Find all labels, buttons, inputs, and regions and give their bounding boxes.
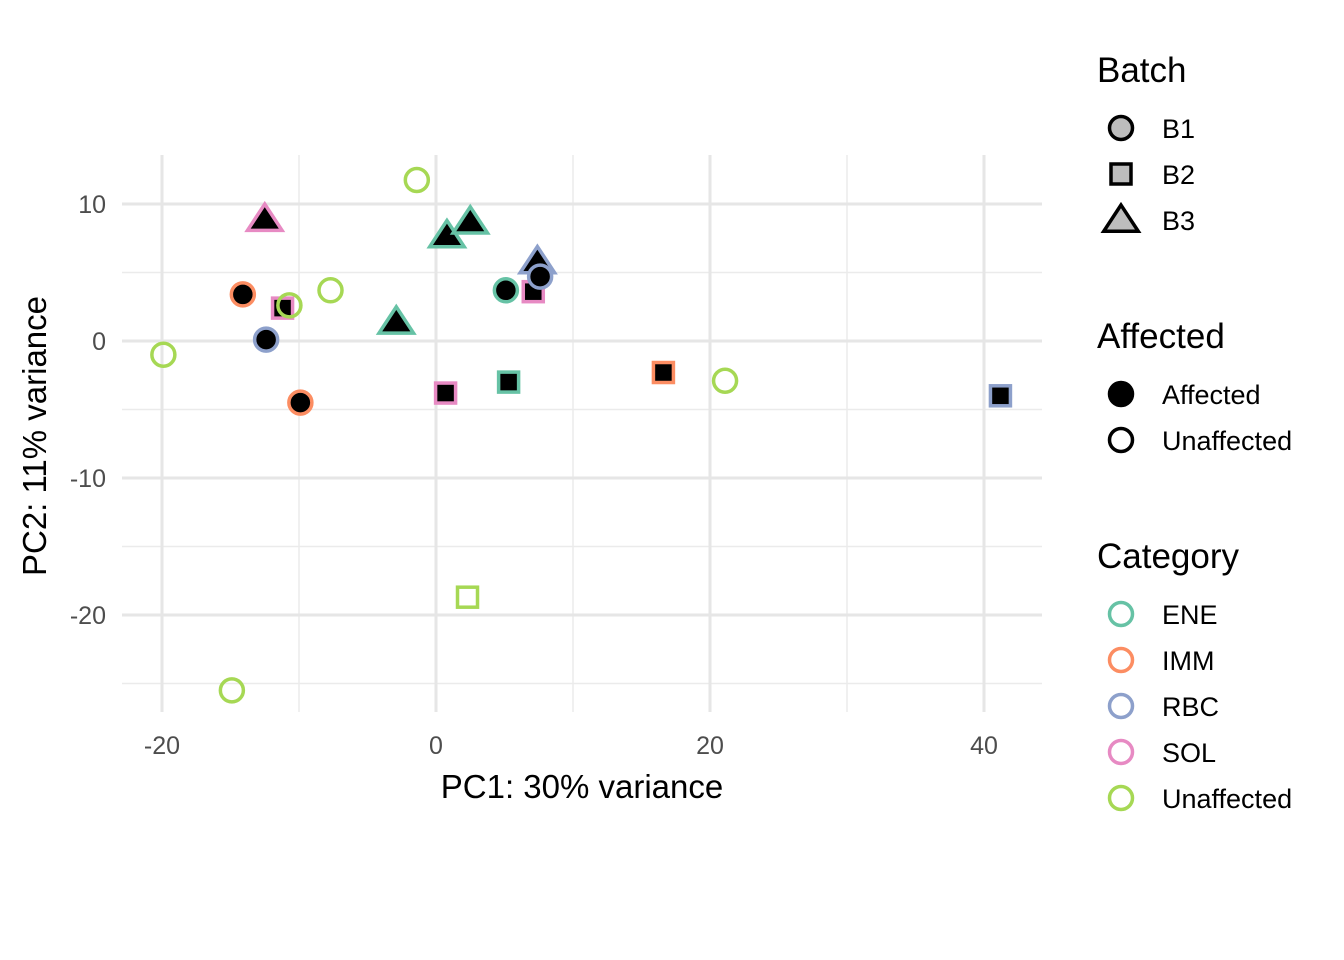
data-point-unaffected	[403, 166, 431, 194]
data-point-unaffected	[218, 677, 246, 704]
legend-key-imm-icon	[1107, 646, 1135, 674]
data-point-ene	[375, 303, 417, 335]
data-point-ene	[492, 277, 520, 304]
legend-key-unaffected-icon	[1107, 784, 1135, 812]
y-tick-label: 10	[78, 191, 106, 219]
legend-key-circle-icon	[1107, 114, 1135, 142]
data-points	[150, 166, 1013, 704]
data-point-imm	[229, 281, 257, 308]
tick-labels: -20 0 20 40 -20 -10 0 10	[70, 191, 998, 760]
legend-label: B1	[1162, 114, 1195, 144]
x-tick-label: -20	[144, 732, 180, 760]
data-point-sol	[244, 200, 286, 233]
data-point-rbc	[526, 263, 554, 290]
legend-key-square-icon	[1109, 162, 1133, 186]
data-point-imm	[287, 389, 314, 416]
legend-label: Unaffected	[1162, 784, 1292, 814]
legend-key-open-circle-icon	[1107, 426, 1135, 454]
x-axis-label: PC1: 30% variance	[441, 768, 723, 805]
legend-key-rbc-icon	[1107, 692, 1135, 720]
legend-label: Affected	[1162, 380, 1261, 410]
legend-title-batch: Batch	[1097, 51, 1187, 90]
y-tick-label: 0	[92, 328, 106, 356]
data-point-unaffected	[317, 277, 344, 304]
legend-label: B2	[1162, 160, 1195, 190]
data-point-ene	[449, 203, 491, 235]
data-point-unaffected	[150, 341, 177, 368]
data-point-ene	[496, 370, 521, 394]
data-point-unaffected	[276, 292, 303, 319]
legend-key-ene-icon	[1107, 600, 1135, 628]
data-point-imm	[651, 360, 676, 385]
y-axis-label: PC2: 11% variance	[16, 296, 53, 576]
data-point-unaffected	[455, 585, 480, 609]
legend-label: Unaffected	[1162, 426, 1292, 456]
data-point-rbc	[988, 384, 1013, 408]
y-tick-label: -10	[70, 465, 106, 493]
legend-label: ENE	[1162, 600, 1218, 630]
legend-key-filled-circle-icon	[1107, 380, 1135, 408]
legend-key-triangle-icon	[1100, 201, 1142, 233]
data-point-sol	[433, 381, 458, 405]
legend-label: B3	[1162, 206, 1195, 236]
legend-title-category: Category	[1097, 537, 1240, 576]
x-tick-label: 40	[970, 732, 998, 760]
legend-label: RBC	[1162, 692, 1219, 722]
legend-label: SOL	[1162, 738, 1216, 768]
grid	[122, 155, 1042, 712]
legend: Batch B1 B2 B3 Affected Affected Unaffected Cat…	[1097, 51, 1292, 814]
x-tick-label: 20	[696, 732, 724, 760]
y-tick-label: -20	[70, 602, 106, 630]
legend-title-affected: Affected	[1097, 317, 1225, 356]
legend-label: IMM	[1162, 646, 1214, 676]
data-point-rbc	[252, 326, 280, 353]
x-tick-label: 0	[429, 732, 443, 760]
legend-key-sol-icon	[1107, 738, 1135, 766]
data-point-unaffected	[711, 367, 739, 394]
